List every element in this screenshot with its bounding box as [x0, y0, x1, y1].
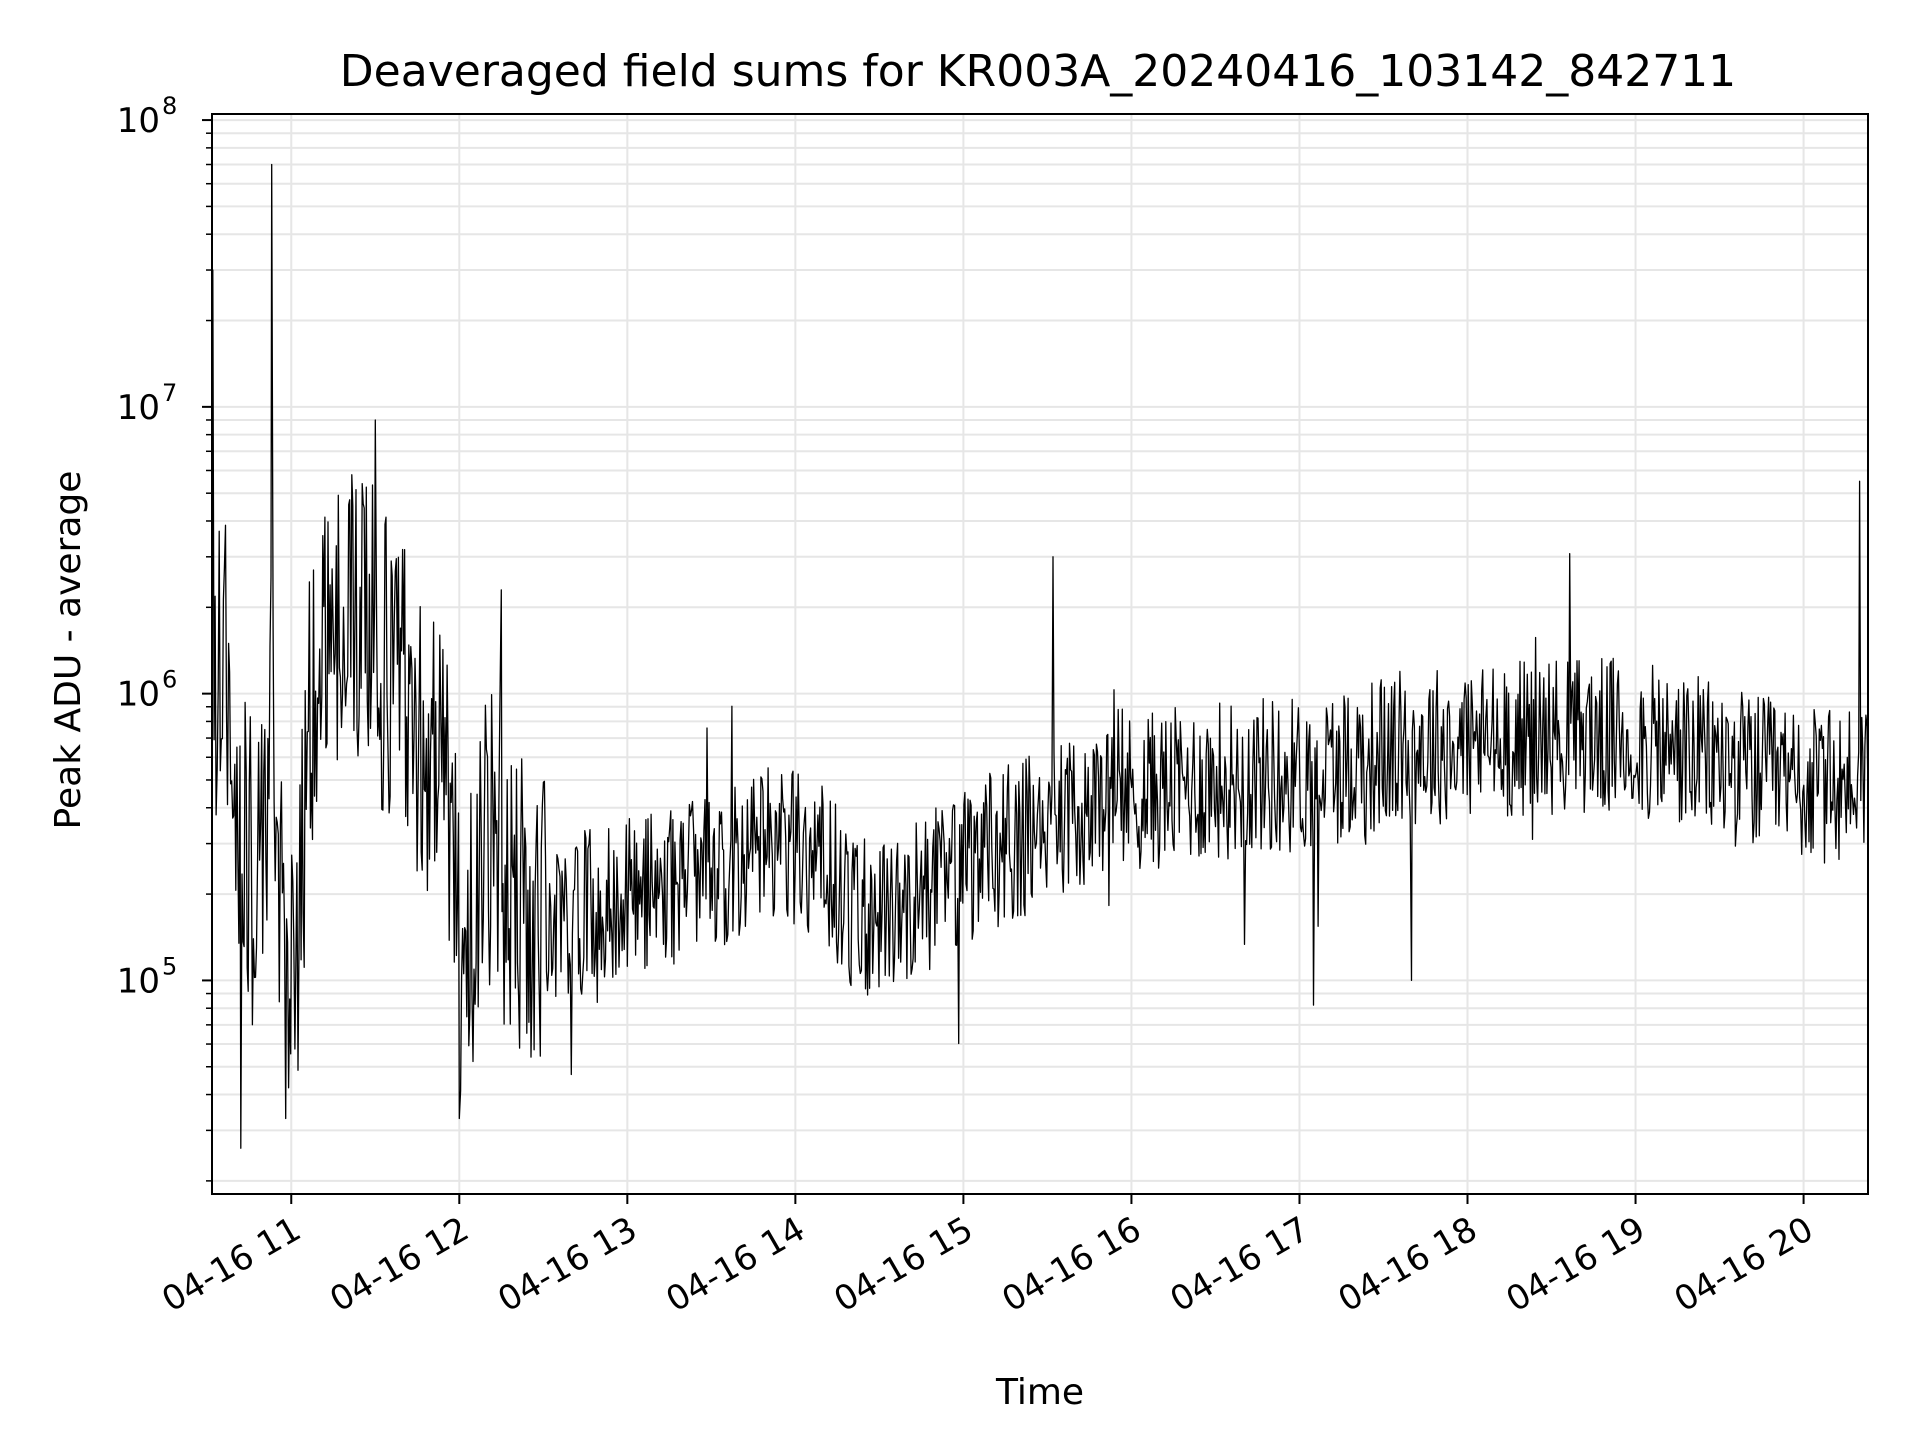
x-tick-label: 04-16 11	[155, 1209, 307, 1320]
x-tick-label: 04-16 18	[1332, 1209, 1484, 1320]
series-path	[211, 163, 1869, 1149]
x-tick-label: 04-16 16	[996, 1209, 1148, 1320]
x-tick-label: 04-16 13	[491, 1209, 643, 1320]
x-tick-label: 04-16 20	[1668, 1209, 1820, 1320]
x-tick-label: 04-16 12	[323, 1209, 475, 1320]
y-tick-exponent: 7	[162, 379, 177, 407]
y-axis-label: Peak ADU - average	[48, 471, 89, 830]
x-tick-label: 04-16 17	[1164, 1209, 1316, 1320]
y-tick-label: 10	[117, 388, 160, 428]
y-tick-exponent: 5	[162, 952, 177, 980]
grid-lines	[212, 114, 1868, 1194]
y-tick-exponent: 8	[162, 92, 177, 120]
y-tick-label: 10	[117, 675, 160, 715]
y-tick-label: 10	[117, 101, 160, 141]
x-axis-label: Time	[995, 1372, 1084, 1413]
x-axis-ticks: 04-16 11 04-16 12 04-16 13 04-16 14 04-16 15…	[155, 1194, 1820, 1320]
plot-area-frame	[211, 113, 1869, 1195]
x-tick-label: 04-16 14	[659, 1209, 811, 1320]
y-tick-exponent: 6	[162, 666, 177, 694]
x-tick-label: 04-16 15	[828, 1209, 980, 1320]
x-tick-label: 04-16 19	[1500, 1209, 1652, 1320]
y-tick-label: 10	[117, 961, 160, 1001]
chart-title: Deaveraged field sums for KR003A_2024041…	[340, 46, 1736, 97]
data-series-line	[211, 163, 1869, 1149]
